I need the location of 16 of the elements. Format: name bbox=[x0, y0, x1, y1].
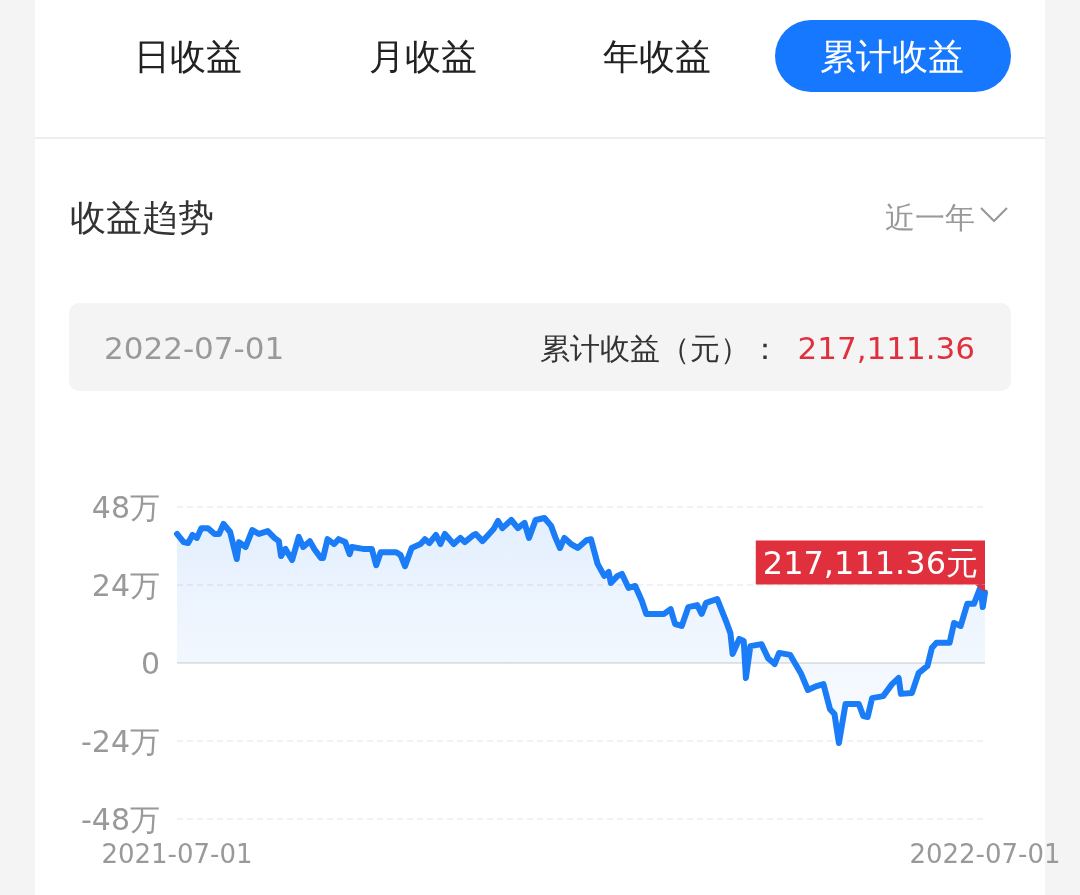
annotation: 217,111.36元 bbox=[762, 544, 978, 583]
text: 日收益 bbox=[134, 35, 242, 77]
text: 累计收益 bbox=[820, 35, 964, 77]
y-tick-label: 0 bbox=[140, 645, 160, 681]
chart-title: 收益趋势 bbox=[70, 196, 214, 238]
text: 2022-07-01 bbox=[104, 330, 285, 366]
text: 累计收益（元）： bbox=[539, 330, 780, 366]
text: 年收益 bbox=[603, 35, 711, 77]
y-tick-label: -48万 bbox=[81, 801, 160, 837]
y-tick-label: 24万 bbox=[91, 567, 160, 603]
text: 217,111.36 bbox=[797, 330, 975, 366]
y-tick-label: 48万 bbox=[91, 489, 160, 525]
y-tick-label: -24万 bbox=[81, 723, 160, 759]
text: 近一年 bbox=[885, 199, 975, 235]
text: 月收益 bbox=[369, 35, 477, 77]
x-tick-label: 2021-07-01 bbox=[101, 839, 253, 869]
